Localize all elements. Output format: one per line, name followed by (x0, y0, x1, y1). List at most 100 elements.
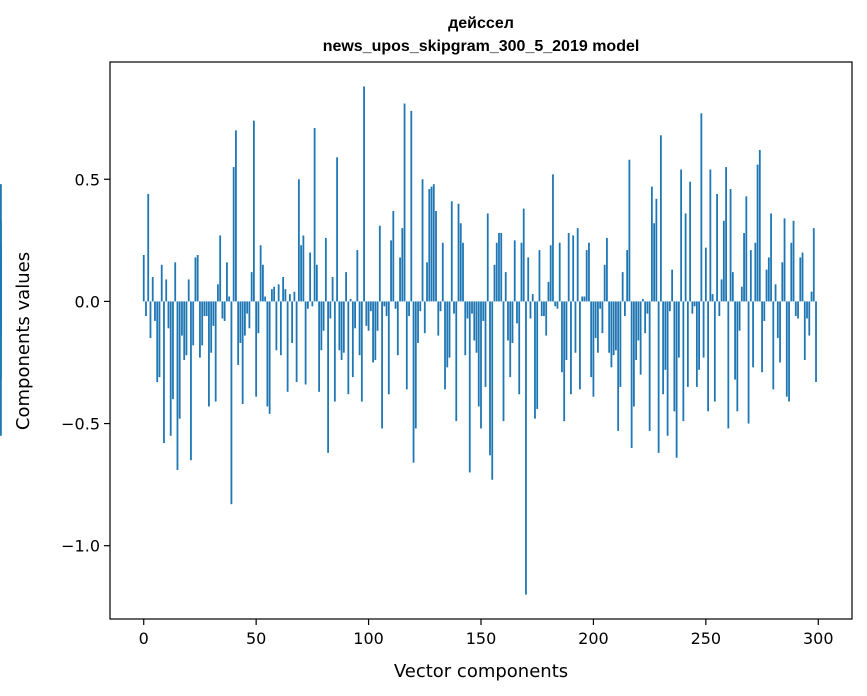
bar (432, 184, 435, 302)
bar (612, 301, 615, 356)
bar (358, 301, 361, 356)
y-tick-label: −0.5 (61, 415, 100, 434)
bar (790, 242, 793, 302)
bar (682, 301, 685, 422)
bar (176, 301, 179, 470)
bar (799, 257, 802, 302)
bar (347, 301, 350, 395)
bar (203, 301, 206, 317)
bar (518, 301, 521, 395)
bar (275, 301, 278, 351)
bar (187, 279, 190, 302)
bar (174, 262, 177, 302)
bar (405, 301, 408, 390)
bar (579, 301, 581, 390)
bar (659, 135, 662, 302)
bar (695, 301, 698, 387)
bar (655, 198, 658, 302)
bar (482, 301, 485, 321)
bar (495, 242, 498, 302)
bar (259, 245, 262, 302)
bar (783, 218, 786, 302)
bar (698, 301, 700, 370)
bar (185, 301, 188, 356)
bar (428, 189, 431, 302)
bar (288, 294, 291, 302)
bar (0, 301, 2, 380)
bar (367, 301, 370, 331)
bar (502, 301, 505, 422)
bar (327, 301, 329, 453)
bar (520, 242, 523, 302)
bar (531, 294, 534, 302)
bar (565, 301, 568, 361)
bar (585, 250, 588, 302)
bar (194, 257, 197, 302)
bar (752, 301, 754, 368)
bar (201, 301, 204, 346)
bar (284, 289, 287, 302)
bar (455, 301, 458, 422)
bar-series (0, 86, 817, 595)
bar (716, 193, 718, 302)
bar (668, 301, 671, 312)
bar (603, 264, 606, 302)
bar (473, 301, 476, 341)
bar (394, 301, 397, 309)
bar (572, 235, 575, 302)
bar (770, 213, 772, 302)
chart-subtitle: news_upos_skipgram_300_5_2019 model (323, 38, 640, 55)
bar (590, 301, 593, 378)
bar (315, 264, 318, 302)
bar (498, 233, 500, 302)
bar (0, 301, 2, 314)
bar (738, 301, 741, 331)
bar (333, 301, 336, 402)
bar (504, 272, 507, 302)
bar (446, 301, 449, 368)
bar (208, 301, 210, 407)
bar (588, 242, 590, 302)
bar (340, 301, 343, 361)
bar (480, 301, 482, 429)
bar (641, 298, 644, 302)
bar (776, 301, 779, 339)
bar (534, 301, 536, 419)
bar (529, 301, 532, 319)
bar (410, 110, 413, 302)
bar (205, 301, 208, 317)
bar (158, 301, 161, 378)
bar (765, 269, 768, 302)
bar (684, 213, 687, 302)
bar (509, 301, 512, 378)
bar (608, 301, 611, 353)
bar (464, 301, 467, 356)
x-tick-label: 50 (246, 629, 266, 648)
bar (196, 255, 199, 302)
bar (747, 301, 750, 424)
bar (0, 279, 2, 302)
bar (545, 301, 548, 336)
bar (309, 252, 312, 302)
bar (677, 301, 680, 358)
bar (383, 301, 386, 307)
bar (606, 237, 608, 302)
bar (471, 301, 473, 314)
bar (221, 301, 224, 319)
bar (369, 301, 372, 312)
bar (552, 174, 554, 302)
bar (279, 301, 282, 356)
y-axis-ticks: −1.0 −0.5 0.0 0.5 (61, 170, 110, 556)
bar (779, 301, 781, 363)
bar (378, 225, 381, 302)
bar (219, 235, 222, 302)
bar (727, 301, 730, 429)
bar (574, 301, 577, 353)
x-axis-ticks: 0 50 100 150 200 250 300 (139, 619, 834, 648)
bar (304, 301, 307, 385)
bar (621, 272, 624, 302)
bar (183, 301, 186, 361)
bar (453, 301, 455, 314)
bar (633, 301, 635, 407)
bar (448, 301, 451, 358)
